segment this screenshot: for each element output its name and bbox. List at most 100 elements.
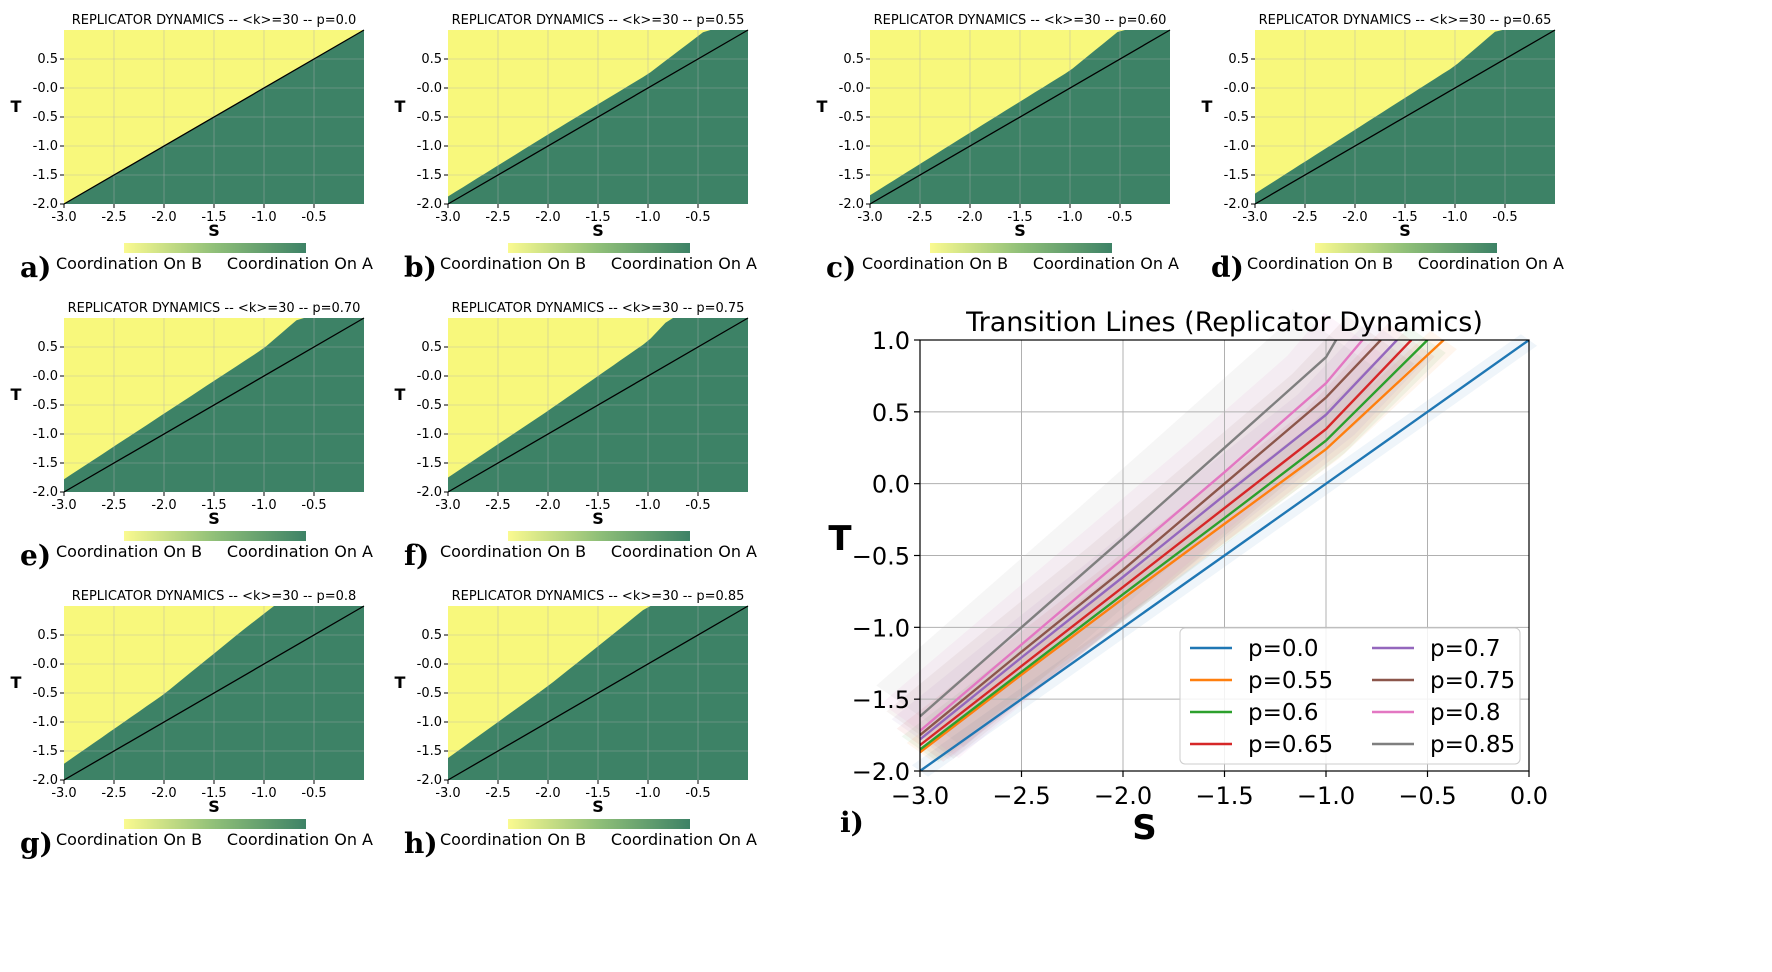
x-tick-label: -3.0 (51, 786, 76, 801)
colorbar-low-label: Coordination On B (56, 254, 202, 273)
series-line-p=0.7 (920, 340, 1398, 741)
x-tick-label: -1.5 (585, 786, 610, 801)
colorbar-low-label: Coordination On B (56, 542, 202, 561)
x-tick-label: -3.0 (51, 210, 76, 225)
y-tick-label: −0.5 (852, 543, 910, 571)
colorbar-high-label: Coordination On A (611, 542, 757, 561)
y-tick-label: -0.0 (1224, 81, 1249, 96)
y-tick-label: 0.5 (843, 52, 864, 67)
y-tick-label: -1.5 (417, 168, 442, 183)
x-tick-label: -2.0 (151, 210, 176, 225)
y-axis-label: T (395, 97, 406, 116)
y-tick-label: -1.5 (417, 456, 442, 471)
legend-entry-label: p=0.65 (1248, 732, 1333, 758)
reference-diagonal (447, 605, 749, 781)
reference-diagonal (63, 317, 365, 493)
uncertainty-band (881, 312, 1402, 759)
x-tick-label: -1.5 (1392, 210, 1417, 225)
x-tick-label: -2.0 (151, 498, 176, 513)
y-tick-label: −1.5 (852, 686, 910, 714)
series-line-p=0.6 (920, 340, 1429, 751)
heatmap-grid: REPLICATOR DYNAMICS -- <k>=30 -- p=0.0 0.… (11, 13, 1565, 860)
colorbar (508, 531, 690, 541)
x-tick-label: -1.0 (1057, 210, 1082, 225)
x-tick-label: -3.0 (1242, 210, 1267, 225)
y-axis-label: T (11, 673, 22, 692)
x-tick-label: -2.0 (151, 786, 176, 801)
colorbar-low-label: Coordination On B (440, 542, 586, 561)
y-tick-label: -0.0 (33, 657, 58, 672)
panel-label: g) (20, 827, 53, 860)
x-tick-label: -0.5 (1492, 210, 1517, 225)
panel-label: h) (404, 827, 438, 860)
x-tick-label: -1.0 (635, 786, 660, 801)
x-tick-label: -2.5 (485, 210, 510, 225)
series-line-p=0.0 (920, 340, 1529, 771)
colorbar-high-label: Coordination On A (227, 542, 373, 561)
y-axis-label: T (817, 97, 828, 116)
x-tick-label: −0.5 (1398, 782, 1456, 810)
y-tick-label: -1.5 (33, 744, 58, 759)
y-tick-label: -1.0 (839, 139, 864, 154)
heatmap-title: REPLICATOR DYNAMICS -- <k>=30 -- p=0.65 (1259, 13, 1552, 28)
colorbar-low-label: Coordination On B (440, 254, 586, 273)
x-tick-label: -1.0 (635, 498, 660, 513)
x-tick-label: -1.5 (201, 786, 226, 801)
series-line-p=0.8 (920, 340, 1364, 732)
colorbar (930, 243, 1112, 253)
legend-entry-label: p=0.75 (1430, 668, 1515, 694)
x-tick-label: -1.0 (251, 786, 276, 801)
x-axis-label: S (1014, 221, 1026, 240)
panel-label: b) (404, 251, 437, 284)
y-tick-label: -0.5 (417, 686, 442, 701)
x-tick-label: -0.5 (1107, 210, 1132, 225)
colorbar-high-label: Coordination On A (227, 830, 373, 849)
x-tick-label: -1.0 (251, 210, 276, 225)
x-axis-label: S (592, 221, 604, 240)
y-tick-label: -0.5 (33, 686, 58, 701)
x-tick-label: -2.0 (957, 210, 982, 225)
y-tick-label: 0.5 (421, 340, 442, 355)
y-tick-label: 0.5 (1228, 52, 1249, 67)
colorbar-high-label: Coordination On A (611, 254, 757, 273)
x-tick-label: -3.0 (435, 498, 460, 513)
colorbar-low-label: Coordination On B (862, 254, 1008, 273)
y-tick-label: -1.0 (417, 715, 442, 730)
x-tick-label: -2.5 (485, 498, 510, 513)
heatmap-title: REPLICATOR DYNAMICS -- <k>=30 -- p=0.70 (68, 301, 361, 316)
series-line-p=0.75 (920, 340, 1382, 737)
heatmap-panel: REPLICATOR DYNAMICS -- <k>=30 -- p=0.75 0… (395, 301, 758, 572)
y-tick-label: -2.0 (33, 773, 58, 788)
y-tick-label: 0.0 (872, 471, 910, 499)
panel-label: i) (840, 806, 864, 839)
y-tick-label: 0.5 (872, 399, 910, 427)
x-tick-label: -2.0 (535, 498, 560, 513)
y-tick-label: -2.0 (417, 485, 442, 500)
y-tick-label: -2.0 (417, 197, 442, 212)
y-tick-label: -0.0 (839, 81, 864, 96)
panel-label: d) (1211, 251, 1244, 284)
heatmap-panel: REPLICATOR DYNAMICS -- <k>=30 -- p=0.70 0… (11, 301, 374, 572)
heatmap-title: REPLICATOR DYNAMICS -- <k>=30 -- p=0.8 (72, 589, 357, 604)
y-tick-label: -2.0 (839, 197, 864, 212)
colorbar (508, 243, 690, 253)
x-axis-label: S (592, 509, 604, 528)
x-axis-label: S (208, 221, 220, 240)
y-tick-label: -0.0 (417, 81, 442, 96)
colorbar (124, 243, 306, 253)
y-tick-label: -1.5 (33, 168, 58, 183)
y-tick-label: -1.5 (1224, 168, 1249, 183)
heatmap-region-coordination-b (448, 318, 748, 478)
heatmap-panel: REPLICATOR DYNAMICS -- <k>=30 -- p=0.8 0.… (11, 589, 374, 860)
panel-label: e) (20, 539, 51, 572)
x-tick-label: -2.0 (535, 786, 560, 801)
y-axis-label: T (1202, 97, 1213, 116)
y-tick-label: -0.5 (33, 398, 58, 413)
y-tick-label: -0.0 (417, 369, 442, 384)
x-tick-label: −1.5 (1195, 782, 1253, 810)
y-tick-label: -0.5 (417, 398, 442, 413)
transition-lines-chart: −3.0 −2.5 −2.0 −1.5 −1.0 −0.5 0.0 1.0 0.5 0.0 −0.5… (828, 307, 1548, 848)
series-lines (920, 340, 1529, 771)
heatmap-region-coordination-b (448, 30, 748, 197)
colorbar-low-label: Coordination On B (440, 830, 586, 849)
